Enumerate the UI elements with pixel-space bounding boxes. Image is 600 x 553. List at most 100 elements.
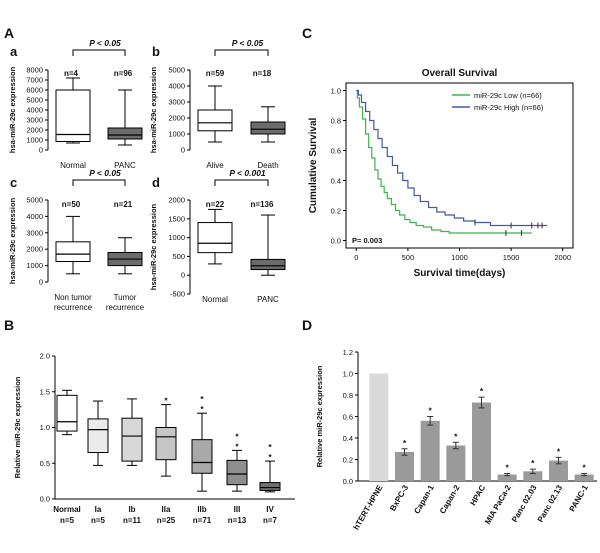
y-tick-label: 0.0 <box>331 237 341 246</box>
panel-sublabel: c <box>10 175 17 190</box>
significance-star: * <box>429 406 433 416</box>
x-tick-label: 0 <box>354 253 358 262</box>
y-tick-label: 0.8 <box>343 391 353 400</box>
y-tick-label: 0.0 <box>343 477 353 486</box>
y-tick-label: 1500 <box>168 214 185 223</box>
box-normal <box>56 394 78 432</box>
chart-C: 0 500 1000 1500 2000 0.0 0.2 0.4 0.6 0.8 1.0 Overal… <box>308 68 574 279</box>
y-tick-label: 8000 <box>26 66 43 75</box>
bar-panc-02-13 <box>549 460 568 481</box>
significance-star: * <box>268 452 272 462</box>
n-label: n=18 <box>253 69 272 78</box>
panel-label-a: A <box>4 25 14 41</box>
bar-bxpc-3 <box>395 451 414 481</box>
n-label: n=11 <box>123 516 142 525</box>
y-tick-label: 0.6 <box>331 147 341 156</box>
y-axis-label: hsa-miR-29c expression <box>149 66 158 153</box>
significance-star: * <box>506 462 510 472</box>
significance-star: * <box>531 458 535 468</box>
y-tick-label: 0 <box>39 278 43 287</box>
n-label: n=136 <box>251 200 274 209</box>
y-tick-label: 1000 <box>26 261 43 270</box>
box-panc <box>107 127 143 140</box>
significance-star: * <box>557 446 561 456</box>
y-tick-label: 6000 <box>26 86 43 95</box>
y-tick-label: 0.0 <box>40 495 50 504</box>
y-tick-label: 1000 <box>168 130 185 139</box>
significance-label: P < 0.05 <box>232 38 264 48</box>
category-label: recurrence <box>106 303 145 312</box>
category-label: Panc 02.03 <box>510 483 539 524</box>
significance-star: * <box>480 386 484 396</box>
x-tick-label: 1000 <box>451 253 468 262</box>
box-normal <box>197 222 233 254</box>
y-axis-label: Relative miR-29c expression <box>315 365 324 467</box>
chart-D: 0.0 0.2 0.4 0.6 0.8 1.0 1.2 Relative miR-29c ex… <box>315 348 597 532</box>
x-tick-label: 1500 <box>503 253 520 262</box>
bar-hpac <box>472 402 491 481</box>
y-tick-label: -500 <box>170 290 185 299</box>
category-label: BxPC-3 <box>388 483 410 513</box>
y-tick-label: 0.6 <box>343 413 353 422</box>
y-tick-label: 0.2 <box>343 456 353 465</box>
series-line-1 <box>356 89 548 227</box>
significance-star: * <box>268 442 272 452</box>
box-iia <box>155 427 177 461</box>
category-label: IIa <box>162 505 171 514</box>
y-tick-label: 5000 <box>168 66 185 75</box>
bar-panc-1 <box>574 474 594 481</box>
category-label: hTERT-HPNE <box>352 483 385 532</box>
y-tick-label: 1.0 <box>40 423 50 432</box>
category-label: Ia <box>95 505 102 514</box>
y-tick-label: 1.0 <box>331 87 341 96</box>
n-label: n=96 <box>114 69 133 78</box>
box-iv <box>259 482 281 491</box>
y-tick-label: 3000 <box>26 116 43 125</box>
y-tick-label: 0 <box>181 146 185 155</box>
y-tick-label: 0.8 <box>331 117 341 126</box>
y-axis-label: Cumulative Survival <box>308 117 319 213</box>
y-axis-label: hsa-miR-29c expression <box>8 66 17 153</box>
category-label: IIb <box>197 505 206 514</box>
n-label: n=7 <box>263 516 278 525</box>
category-label: Normal <box>60 161 86 170</box>
y-tick-label: 4000 <box>168 82 185 91</box>
chart-B: 0.0 0.5 1.0 1.5 2.0 Relative miR-29c expressi… <box>13 352 295 525</box>
category-label: Panc 02.13 <box>536 483 565 524</box>
box-ib <box>121 417 143 462</box>
significance-star: * <box>454 431 458 441</box>
box-ia <box>87 418 109 454</box>
n-label: n=25 <box>157 516 176 525</box>
charts: 010002000300040005000600070008000hsa-miR… <box>8 38 597 532</box>
category-label: Capan-2 <box>438 483 462 515</box>
category-label: recurrence <box>54 303 93 312</box>
y-tick-label: 0 <box>39 146 43 155</box>
y-tick-label: 500 <box>172 252 185 261</box>
significance-star: * <box>235 441 239 451</box>
y-axis-label: Relative miR-29c expression <box>13 376 22 478</box>
legend-label: miR-29c Low (n=66) <box>474 91 542 100</box>
bar-capan-1 <box>420 420 440 481</box>
chart-Ab: 0 1000 2000 3000 4000 5000 hsa-miR-29c express… <box>149 38 286 170</box>
y-tick-label: 5000 <box>26 96 43 105</box>
panel-sublabel: a <box>10 44 18 59</box>
n-label: n=71 <box>193 516 212 525</box>
n-label: n=21 <box>114 200 133 209</box>
box-death <box>250 121 286 135</box>
significance-star: * <box>583 462 587 472</box>
p-value-label: P= 0.003 <box>352 236 382 245</box>
x-axis-label: Survival time(days) <box>414 268 506 279</box>
panel-label-d: D <box>302 317 312 333</box>
box-non-tumor-recurrence <box>55 241 91 263</box>
category-label: HPAC <box>468 483 487 507</box>
x-tick-label: 2000 <box>554 253 571 262</box>
y-tick-label: 4000 <box>26 212 43 221</box>
category-label: Normal <box>53 505 81 514</box>
n-label: n=5 <box>91 516 106 525</box>
y-tick-label: 3000 <box>168 98 185 107</box>
category-label: MIA PaCa-2 <box>483 483 513 526</box>
significance-bracket <box>214 179 269 186</box>
panel-label-c: C <box>302 25 312 41</box>
y-tick-label: 1.0 <box>343 370 353 379</box>
